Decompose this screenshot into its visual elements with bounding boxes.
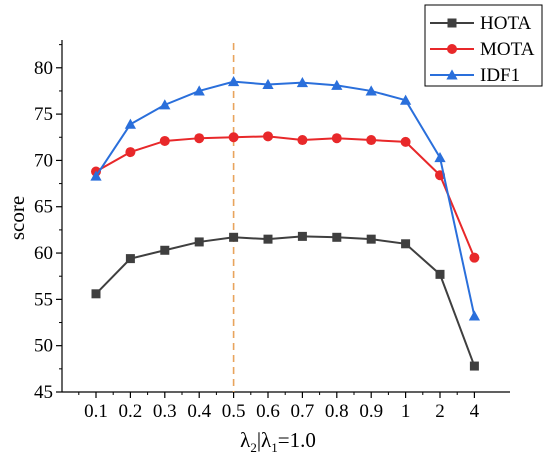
- x-tick-label: 0.2: [119, 401, 143, 422]
- point-marker-circle: [125, 147, 136, 158]
- point-marker-circle: [331, 133, 342, 144]
- point-marker-square: [229, 232, 239, 242]
- x-axis-title-lambda: λ: [240, 428, 251, 452]
- x-tick-label: 0.4: [187, 401, 211, 422]
- x-ticks: 0.1 0.2 0.3 0.4 0.5 0.6 0.7 0.8 0.9 1 2 4: [78, 392, 480, 422]
- x-axis-title-mid: |λ: [257, 428, 272, 452]
- legend-items: HOTA MOTA IDF1: [430, 13, 535, 86]
- point-marker-circle: [159, 135, 170, 146]
- point-marker-square: [297, 231, 307, 241]
- legend-item-idf1: IDF1: [430, 65, 520, 86]
- x-tick-label: 0.8: [325, 401, 349, 422]
- point-marker-triangle: [434, 152, 446, 163]
- legend-item-mota: MOTA: [430, 39, 535, 60]
- point-marker-square: [194, 237, 204, 247]
- point-marker-triangle: [331, 79, 343, 90]
- point-marker-circle: [263, 131, 273, 142]
- point-marker-square: [447, 18, 457, 28]
- series-line-mota: [95, 135, 476, 259]
- series-idf1: [90, 76, 481, 321]
- x-axis-title-sub2: 1: [271, 440, 278, 455]
- point-marker-circle: [400, 136, 411, 147]
- point-marker-triangle: [227, 76, 240, 87]
- point-marker-circle: [194, 133, 205, 144]
- point-marker-triangle: [193, 85, 205, 96]
- point-marker-triangle: [446, 69, 458, 80]
- y-tick-label: 75: [34, 104, 53, 125]
- point-marker-circle: [469, 252, 480, 263]
- x-tick-label: 0.3: [153, 401, 177, 422]
- series-line-hota: [95, 235, 476, 367]
- y-tick-label: 60: [34, 243, 53, 264]
- x-tick-label: 0.6: [256, 401, 280, 422]
- point-marker-square: [401, 239, 411, 249]
- point-marker-triangle: [124, 118, 137, 129]
- point-marker-square: [160, 245, 170, 255]
- point-marker-square: [469, 361, 479, 371]
- y-tick-label: 45: [34, 382, 53, 403]
- point-marker-square: [125, 254, 135, 264]
- x-axis-title-sub1: 2: [250, 440, 257, 455]
- y-axis-title: score: [5, 196, 29, 240]
- series-layer: [90, 76, 481, 371]
- series-hota: [91, 231, 479, 371]
- x-tick-label: 4: [470, 401, 480, 422]
- point-marker-triangle: [399, 94, 412, 105]
- point-marker-triangle: [262, 78, 274, 89]
- x-axis-title: λ2|λ1=1.0: [240, 428, 316, 455]
- point-marker-square: [263, 234, 273, 244]
- point-marker-circle: [366, 135, 377, 146]
- point-marker-square: [332, 232, 342, 242]
- y-tick-label: 50: [34, 336, 53, 357]
- point-marker-circle: [228, 132, 239, 143]
- point-marker-square: [435, 269, 445, 279]
- x-tick-label: 1: [401, 401, 411, 422]
- legend-box: [424, 4, 543, 87]
- y-tick-label: 65: [34, 197, 53, 218]
- x-tick-label: 0.5: [222, 401, 246, 422]
- legend-item-hota: HOTA: [430, 13, 532, 34]
- legend-label: IDF1: [480, 65, 520, 86]
- x-tick-label: 0.1: [84, 401, 108, 422]
- y-tick-label: 55: [34, 289, 53, 310]
- point-marker-square: [366, 234, 376, 244]
- x-tick-label: 0.9: [359, 401, 383, 422]
- point-marker-triangle: [296, 76, 309, 88]
- point-marker-triangle: [90, 170, 102, 181]
- legend-label: HOTA: [480, 13, 532, 34]
- point-marker-circle: [447, 44, 457, 54]
- y-tick-label: 70: [34, 150, 53, 171]
- axes: [61, 40, 510, 393]
- x-tick-label: 0.7: [291, 401, 315, 422]
- x-tick-label: 2: [435, 401, 445, 422]
- point-marker-triangle: [159, 99, 171, 110]
- y-tick-label: 80: [34, 58, 53, 79]
- legend: HOTA MOTA IDF1: [424, 4, 543, 87]
- point-marker-circle: [297, 135, 308, 146]
- x-axis-title-tail: =1.0: [278, 428, 316, 452]
- y-ticks: 45 50 55 60 65 70 75 80: [34, 44, 62, 403]
- point-marker-triangle: [365, 85, 377, 96]
- series-mota: [91, 131, 480, 263]
- point-marker-square: [91, 289, 101, 299]
- legend-label: MOTA: [480, 39, 535, 60]
- point-marker-triangle: [468, 310, 481, 321]
- series-line-idf1: [95, 80, 476, 317]
